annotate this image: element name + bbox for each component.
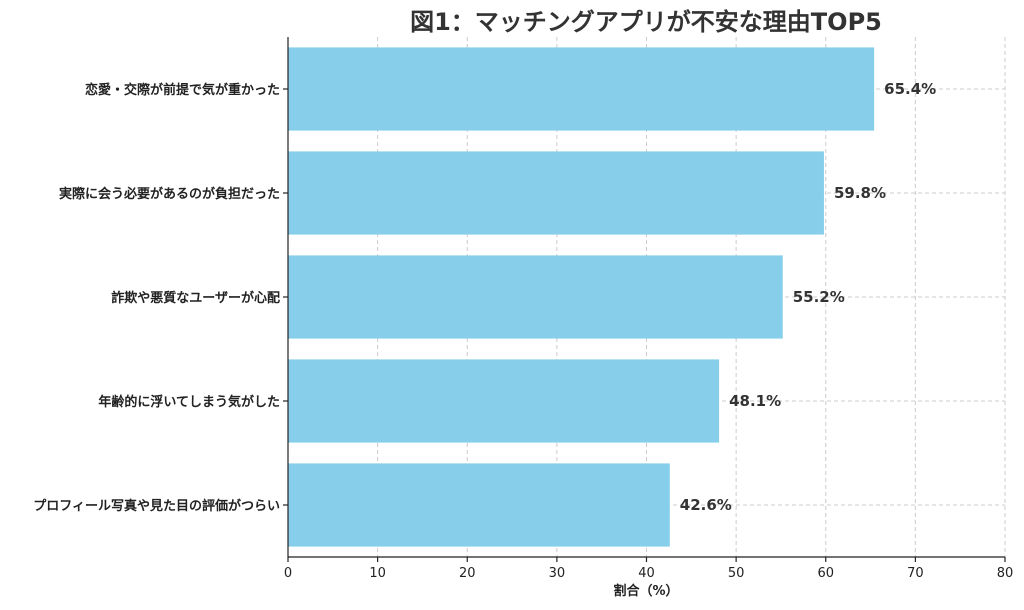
bar: [288, 255, 783, 339]
x-tick-label: 10: [369, 566, 386, 581]
y-category-label: 年齢的に浮いてしまう気がした: [98, 394, 280, 410]
y-category-label: 詐欺や悪質なユーザーが心配: [111, 290, 280, 306]
y-category-label: 恋愛・交際が前提で気が重かった: [85, 82, 280, 98]
bar: [288, 359, 720, 443]
bar: [288, 463, 670, 547]
y-category-label: プロフィール写真や見た目の評価がつらい: [33, 498, 280, 514]
bar-value-label: 55.2%: [793, 288, 845, 306]
x-tick-label: 30: [549, 566, 566, 581]
x-tick-label: 50: [728, 566, 745, 581]
bar-value-label: 48.1%: [729, 392, 781, 410]
bar: [288, 47, 875, 131]
bar-value-label: 59.8%: [834, 184, 886, 202]
x-tick-label: 0: [284, 566, 292, 581]
x-tick-layer: 0 10 20 30 40 50 60 70 80: [283, 88, 1014, 581]
x-tick-label: 60: [817, 566, 834, 581]
chart-title: 図1：マッチングアプリが不安な理由TOP5: [410, 8, 882, 36]
x-tick-label: 80: [997, 566, 1014, 581]
bar: [288, 151, 824, 235]
x-axis-label: 割合（%）: [613, 583, 678, 599]
x-tick-label: 40: [638, 566, 655, 581]
x-tick-label: 20: [459, 566, 476, 581]
bar-value-label: 65.4%: [884, 80, 936, 98]
bar-layer: 65.4% 恋愛・交際が前提で気が重かった 59.8% 実際に会う必要があるのが負担だ…: [33, 47, 936, 547]
x-tick-label: 70: [907, 566, 924, 581]
bar-value-label: 42.6%: [680, 496, 732, 514]
y-category-label: 実際に会う必要があるのが負担だった: [59, 186, 280, 202]
